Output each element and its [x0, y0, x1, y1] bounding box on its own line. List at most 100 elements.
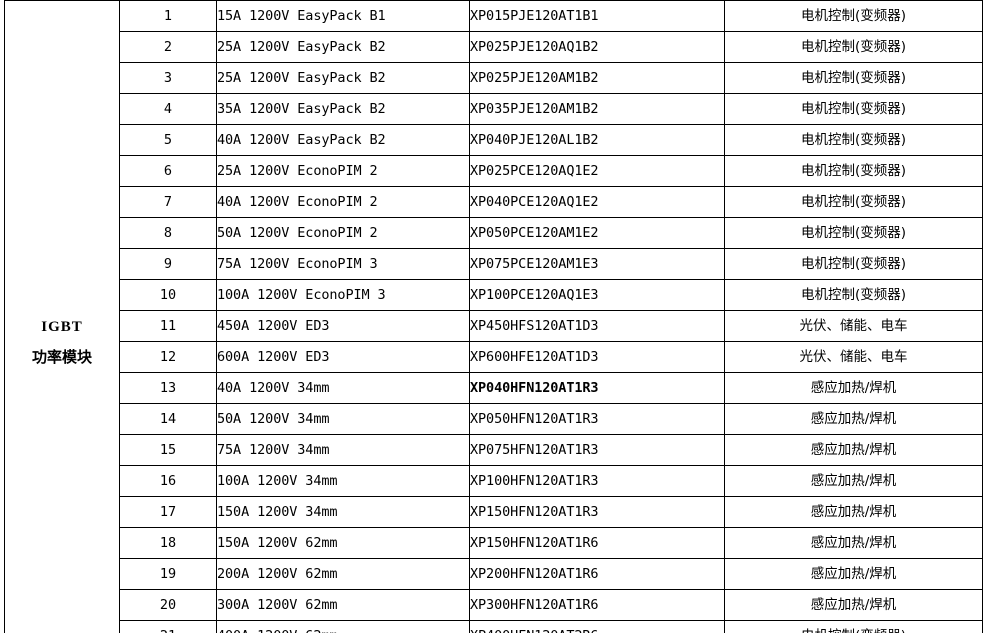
part-number-cell: XP200HFN120AT1R6: [469, 558, 725, 590]
application-cell: 感应加热/焊机: [724, 558, 983, 590]
application-cell: 电机控制(变频器): [724, 0, 983, 32]
application-cell: 电机控制(变频器): [724, 217, 983, 249]
part-number-cell: XP050PCE120AM1E2: [469, 217, 725, 249]
row-index-cell: 15: [119, 434, 217, 466]
part-number-cell: XP075HFN120AT1R3: [469, 434, 725, 466]
part-number-cell: XP050HFN120AT1R3: [469, 403, 725, 435]
spec-cell: 100A 1200V EconoPIM 3: [216, 279, 470, 311]
spec-cell: 50A 1200V 34mm: [216, 403, 470, 435]
row-index-cell: 12: [119, 341, 217, 373]
row-index-cell: 2: [119, 31, 217, 63]
row-index-cell: 8: [119, 217, 217, 249]
table-row: 9 75A 1200V EconoPIM 3 XP075PCE120AM1E3 电机控…: [5, 248, 983, 280]
row-index-cell: 17: [119, 496, 217, 528]
application-cell: 电机控制(变频器): [724, 62, 983, 94]
row-index-cell: 7: [119, 186, 217, 218]
row-index-cell: 9: [119, 248, 217, 280]
spec-cell: 300A 1200V 62mm: [216, 589, 470, 621]
row-index-cell: 13: [119, 372, 217, 404]
part-number-cell: XP150HFN120AT1R6: [469, 527, 725, 559]
row-index-cell: 1: [119, 0, 217, 32]
table-row: 3 25A 1200V EasyPack B2 XP025PJE120AM1B2 电机…: [5, 62, 983, 94]
row-index-cell: 10: [119, 279, 217, 311]
row-index-cell: 18: [119, 527, 217, 559]
parts-table-container: IGBT 功率模块 1 15A 1200V EasyPack B1 XP015PJE12…: [4, 0, 983, 633]
application-cell: 光伏、储能、电车: [724, 310, 983, 342]
application-cell: 感应加热/焊机: [724, 434, 983, 466]
table-row: 11 450A 1200V ED3 XP450HFS120AT1D3 光伏、储能、电车: [5, 310, 983, 342]
table-row: 6 25A 1200V EconoPIM 2 XP025PCE120AQ1E2 电机控…: [5, 155, 983, 187]
spec-cell: 50A 1200V EconoPIM 2: [216, 217, 470, 249]
spec-cell: 200A 1200V 62mm: [216, 558, 470, 590]
spec-cell: 150A 1200V 34mm: [216, 496, 470, 528]
spec-cell: 400A 1200V 62mm: [216, 620, 470, 633]
table-row: 8 50A 1200V EconoPIM 2 XP050PCE120AM1E2 电机控…: [5, 217, 983, 249]
row-index-cell: 20: [119, 589, 217, 621]
table-row: 16 100A 1200V 34mm XP100HFN120AT1R3 感应加热/焊机: [5, 465, 983, 497]
row-index-cell: 11: [119, 310, 217, 342]
parts-table-body: IGBT 功率模块 1 15A 1200V EasyPack B1 XP015PJE12…: [4, 0, 983, 633]
spec-cell: 25A 1200V EconoPIM 2: [216, 155, 470, 187]
row-index-cell: 16: [119, 465, 217, 497]
table-row: 17 150A 1200V 34mm XP150HFN120AT1R3 感应加热/焊机: [5, 496, 983, 528]
table-row: 2 25A 1200V EasyPack B2 XP025PJE120AQ1B2 电机…: [5, 31, 983, 63]
application-cell: 电机控制(变频器): [724, 248, 983, 280]
row-index-cell: 6: [119, 155, 217, 187]
table-row: 20 300A 1200V 62mm XP300HFN120AT1R6 感应加热/焊机: [5, 589, 983, 621]
row-index-cell: 19: [119, 558, 217, 590]
table-row: 18 150A 1200V 62mm XP150HFN120AT1R6 感应加热/焊机: [5, 527, 983, 559]
part-number-cell: XP040PCE120AQ1E2: [469, 186, 725, 218]
application-cell: 感应加热/焊机: [724, 465, 983, 497]
application-cell: 电机控制(变频器): [724, 620, 983, 633]
part-number-cell: XP040HFN120AT1R3: [469, 372, 725, 404]
part-number-cell: XP040PJE120AL1B2: [469, 124, 725, 156]
part-number-cell: XP600HFE120AT1D3: [469, 341, 725, 373]
table-row: 10 100A 1200V EconoPIM 3 XP100PCE120AQ1E3 电…: [5, 279, 983, 311]
application-cell: 感应加热/焊机: [724, 496, 983, 528]
spec-cell: 600A 1200V ED3: [216, 341, 470, 373]
part-number-cell: XP025PJE120AQ1B2: [469, 31, 725, 63]
part-number-cell: XP015PJE120AT1B1: [469, 0, 725, 32]
spec-cell: 40A 1200V EconoPIM 2: [216, 186, 470, 218]
table-row: 19 200A 1200V 62mm XP200HFN120AT1R6 感应加热/焊机: [5, 558, 983, 590]
application-cell: 电机控制(变频器): [724, 124, 983, 156]
category-label-cell: IGBT 功率模块: [4, 0, 120, 633]
application-cell: 电机控制(变频器): [724, 93, 983, 125]
table-row: 15 75A 1200V 34mm XP075HFN120AT1R3 感应加热/焊机: [5, 434, 983, 466]
igbt-parts-table: IGBT 功率模块 1 15A 1200V EasyPack B1 XP015PJE12…: [4, 0, 983, 633]
table-row: 5 40A 1200V EasyPack B2 XP040PJE120AL1B2 电机…: [5, 124, 983, 156]
row-index-cell: 21: [119, 620, 217, 633]
part-number-cell: XP075PCE120AM1E3: [469, 248, 725, 280]
row-index-cell: 14: [119, 403, 217, 435]
application-cell: 电机控制(变频器): [724, 31, 983, 63]
part-number-cell: XP100PCE120AQ1E3: [469, 279, 725, 311]
part-number-cell: XP025PCE120AQ1E2: [469, 155, 725, 187]
application-cell: 感应加热/焊机: [724, 403, 983, 435]
spec-cell: 75A 1200V EconoPIM 3: [216, 248, 470, 280]
application-cell: 感应加热/焊机: [724, 372, 983, 404]
table-row: 4 35A 1200V EasyPack B2 XP035PJE120AM1B2 电机…: [5, 93, 983, 125]
category-label-line-1: IGBT: [41, 318, 83, 335]
table-row: 12 600A 1200V ED3 XP600HFE120AT1D3 光伏、储能、电车: [5, 341, 983, 373]
table-row: IGBT 功率模块 1 15A 1200V EasyPack B1 XP015PJE12…: [4, 0, 983, 633]
application-cell: 电机控制(变频器): [724, 279, 983, 311]
spec-cell: 15A 1200V EasyPack B1: [216, 0, 470, 32]
part-number-cell: XP100HFN120AT1R3: [469, 465, 725, 497]
spec-cell: 25A 1200V EasyPack B2: [216, 62, 470, 94]
spec-cell: 40A 1200V EasyPack B2: [216, 124, 470, 156]
table-row: 7 40A 1200V EconoPIM 2 XP040PCE120AQ1E2 电机控…: [5, 186, 983, 218]
row-index-cell: 5: [119, 124, 217, 156]
spec-cell: 25A 1200V EasyPack B2: [216, 31, 470, 63]
application-cell: 电机控制(变频器): [724, 186, 983, 218]
row-index-cell: 3: [119, 62, 217, 94]
spec-cell: 40A 1200V 34mm: [216, 372, 470, 404]
application-cell: 电机控制(变频器): [724, 155, 983, 187]
part-number-cell: XP300HFN120AT1R6: [469, 589, 725, 621]
part-number-cell: XP150HFN120AT1R3: [469, 496, 725, 528]
part-number-cell: XP400HFN120AT2R6: [469, 620, 725, 633]
spec-cell: 150A 1200V 62mm: [216, 527, 470, 559]
row-index-cell: 4: [119, 93, 217, 125]
spec-cell: 100A 1200V 34mm: [216, 465, 470, 497]
part-number-cell: XP025PJE120AM1B2: [469, 62, 725, 94]
